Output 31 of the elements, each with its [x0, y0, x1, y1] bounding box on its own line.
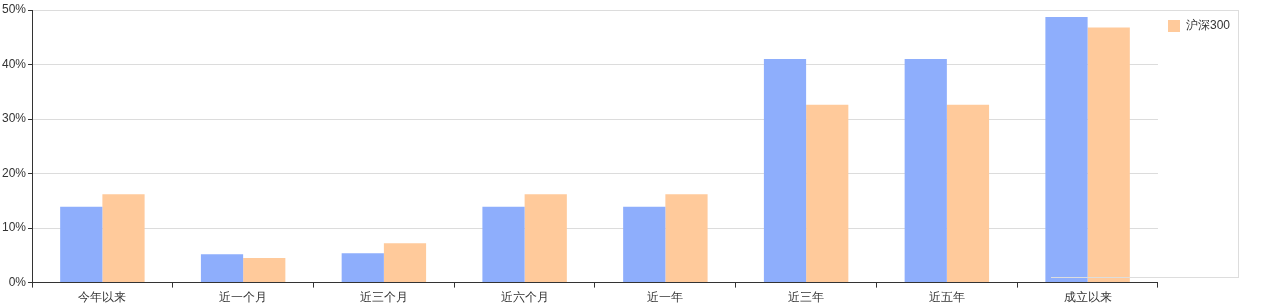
bar: [383, 243, 427, 283]
y-tick-label: 20%: [1, 165, 27, 180]
bar: [341, 253, 384, 283]
y-tick-label: 40%: [1, 56, 27, 71]
bar: [1045, 17, 1088, 283]
bar: [243, 258, 286, 283]
y-tick-label: 50%: [1, 2, 27, 17]
bar: [60, 206, 103, 283]
y-tick-label: 10%: [1, 220, 27, 235]
bar: [763, 59, 807, 283]
x-tick-label: 近一年: [647, 290, 684, 305]
bar: [904, 59, 947, 283]
x-tick-label: 近三个月: [359, 290, 408, 305]
legend-label: 沪深300: [1185, 18, 1231, 33]
y-tick-label: 0%: [8, 274, 27, 289]
bar: [102, 194, 145, 283]
bar: [200, 254, 244, 283]
bar: [482, 206, 525, 283]
bar: [623, 206, 666, 283]
bar: [524, 194, 567, 283]
y-tick-label: 30%: [1, 111, 27, 126]
x-tick-label: 近六个月: [500, 290, 549, 305]
x-tick-label: 近三年: [788, 290, 825, 305]
bar: [946, 104, 990, 283]
bar: [665, 194, 708, 283]
x-tick-label: 今年以来: [78, 290, 127, 305]
bar: [806, 104, 849, 283]
x-tick-label: 近一个月: [219, 290, 268, 305]
x-tick-label: 成立以来: [1063, 290, 1112, 305]
bar: [1087, 27, 1130, 283]
x-tick-label: 近五年: [928, 290, 965, 305]
